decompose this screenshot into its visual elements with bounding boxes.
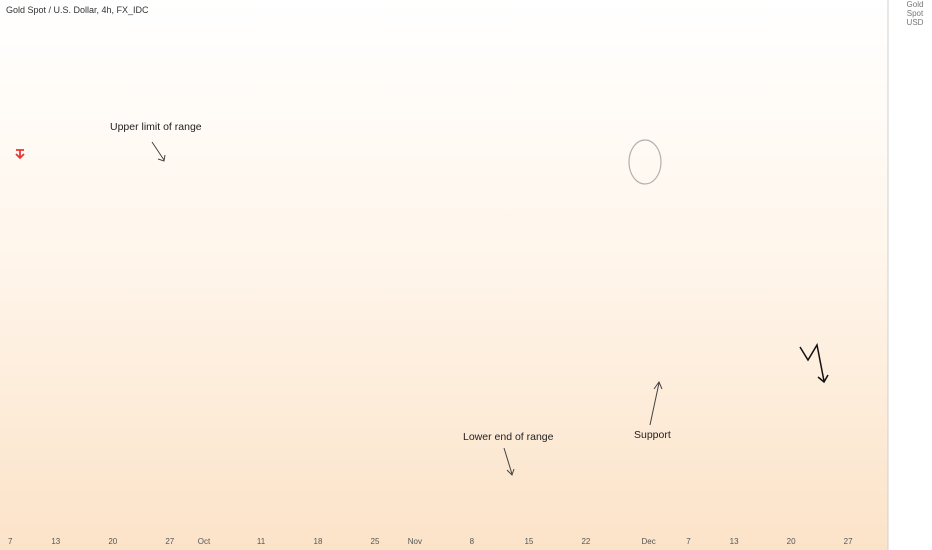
upper-limit-annotation: Upper limit of range xyxy=(110,121,202,133)
x-tick-label: 18 xyxy=(314,537,323,546)
x-tick-label: Nov xyxy=(408,537,422,546)
x-tick-label: 25 xyxy=(371,537,380,546)
projection-path[interactable] xyxy=(799,342,825,382)
red-down-arrow-icon xyxy=(15,149,25,160)
currency-line-2: USD xyxy=(906,18,924,27)
support-pointer-icon xyxy=(649,380,663,426)
x-tick-label: 13 xyxy=(730,537,739,546)
lower-end-annotation: Lower end of range xyxy=(463,431,554,443)
support-annotation: Support xyxy=(634,429,671,441)
x-tick-label: 8 xyxy=(470,537,475,546)
breakout-highlight-circle[interactable] xyxy=(628,139,662,185)
chart-background xyxy=(0,0,888,550)
x-tick-label: 27 xyxy=(165,537,174,546)
price-axis-background[interactable] xyxy=(888,0,932,550)
x-tick-label: Dec xyxy=(641,537,655,546)
x-tick-label: 11 xyxy=(257,537,266,546)
x-tick-label: 13 xyxy=(51,537,60,546)
currency-line-1: Gold Spot xyxy=(906,0,924,18)
currency-label[interactable]: Gold Spot USD xyxy=(900,0,930,27)
symbol-title[interactable]: Gold Spot / U.S. Dollar, 4h, FX_IDC xyxy=(6,5,149,15)
x-tick-label: Oct xyxy=(198,537,211,546)
lower-annotation-pointer-icon xyxy=(503,447,515,476)
x-tick-label: 7 xyxy=(8,537,13,546)
x-tick-label: 20 xyxy=(108,537,117,546)
x-tick-label: 7 xyxy=(686,537,691,546)
x-tick-label: 15 xyxy=(524,537,533,546)
x-tick-label: 27 xyxy=(844,537,853,546)
x-tick-label: 20 xyxy=(787,537,796,546)
projection-arrowhead-icon xyxy=(817,374,829,384)
upper-annotation-pointer-icon xyxy=(151,141,166,162)
x-tick-label: 22 xyxy=(581,537,590,546)
